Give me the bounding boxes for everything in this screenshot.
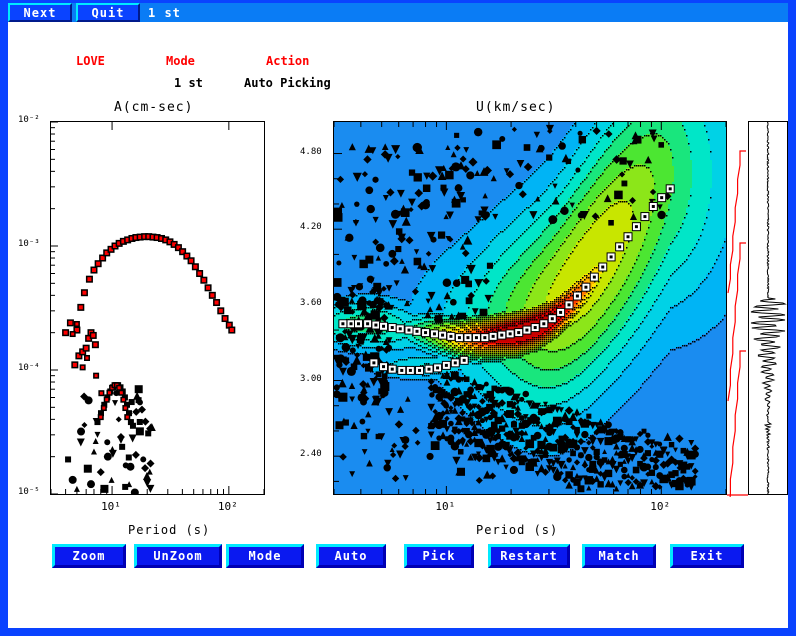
right-ytick-label: 2.40 [300, 449, 322, 459]
red-guide-lines [727, 150, 748, 497]
right-ytick-label: 4.20 [300, 222, 322, 232]
right-plot-ticks [334, 122, 726, 494]
left-xtick-label: 10¹ [101, 500, 121, 513]
left-plot-title: A(cm-sec) [114, 100, 193, 115]
action-value: Auto Picking [244, 76, 331, 90]
left-ytick-label: 10⁻⁴ [18, 363, 40, 373]
right-ytick-label: 3.60 [300, 298, 322, 308]
wave-type-label: LOVE [76, 54, 105, 68]
left-xtick-label: 10² [218, 500, 238, 513]
restart-button[interactable]: Restart [488, 544, 570, 568]
menu-bar: Next Quit 1 st [8, 3, 788, 22]
seismogram-panel[interactable] [748, 121, 788, 495]
dispersion-contour-svg [334, 122, 726, 494]
zoom-button[interactable]: Zoom [52, 544, 126, 568]
right-xtick-label: 10¹ [435, 500, 455, 513]
pick-button[interactable]: Pick [404, 544, 474, 568]
match-button[interactable]: Match [582, 544, 656, 568]
exit-button[interactable]: Exit [670, 544, 744, 568]
menu-quit-button[interactable]: Quit [76, 3, 140, 22]
right-plot-title: U(km/sec) [476, 100, 555, 115]
red-guide-svg [727, 150, 748, 497]
left-ytick-label: 10⁻² [18, 115, 40, 125]
content-frame: LOVE Mode Action 1 st Auto Picking A(cm-… [8, 22, 788, 628]
mode-button[interactable]: Mode [226, 544, 304, 568]
right-xtick-label: 10² [650, 500, 670, 513]
auto-button[interactable]: Auto [316, 544, 386, 568]
left-ytick-label: 10⁻³ [18, 239, 40, 249]
right-ytick-label: 4.80 [300, 147, 322, 157]
seismogram-svg [750, 122, 787, 494]
unzoom-button[interactable]: UnZoom [134, 544, 222, 568]
group-velocity-contour-plot[interactable] [333, 121, 727, 495]
amplitude-spectrum-plot[interactable] [50, 121, 265, 495]
scatter-detections [334, 124, 700, 493]
left-plot-noise-markers [65, 382, 156, 494]
left-plot-picked-markers [62, 233, 236, 421]
dispersion-picks [338, 184, 675, 375]
red-guide-panel [727, 121, 748, 497]
left-plot-ticks [51, 122, 264, 494]
action-label: Action [266, 54, 309, 68]
mode-label: Mode [166, 54, 195, 68]
left-ytick-label: 10⁻⁵ [18, 487, 40, 497]
menu-status-text: 1 st [148, 3, 181, 22]
seismogram-trace [750, 122, 787, 494]
mode-value: 1 st [174, 76, 203, 90]
amplitude-spectrum-svg [51, 122, 264, 494]
right-plot-xlabel: Period (s) [476, 523, 558, 537]
action-button-row: Zoom UnZoom Mode Auto Pick Restart Match Exit [8, 544, 796, 570]
right-ytick-label: 3.00 [300, 374, 322, 384]
menu-next-button[interactable]: Next [8, 3, 72, 22]
left-plot-xlabel: Period (s) [128, 523, 210, 537]
